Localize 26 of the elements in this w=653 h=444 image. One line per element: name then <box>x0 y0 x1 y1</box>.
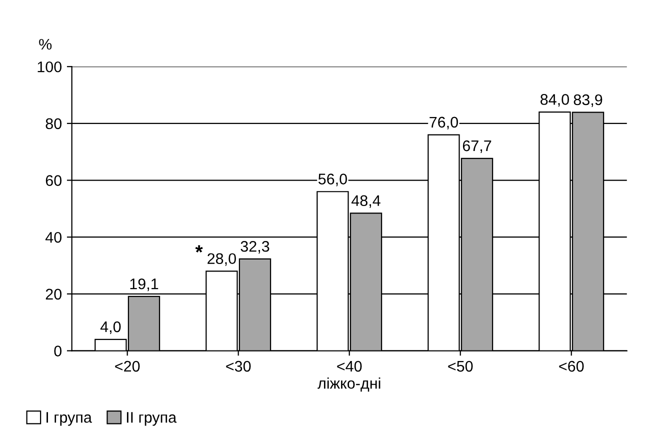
data-label: 76,0 <box>430 116 458 130</box>
x-tick-label: <50 <box>448 360 473 372</box>
x-tick-label: <40 <box>337 360 362 372</box>
data-label: 19,1 <box>130 278 158 292</box>
data-label: 32,3 <box>240 240 270 254</box>
y-tick-label: 20 <box>46 288 62 300</box>
y-tick-label: 80 <box>46 118 62 130</box>
data-label: 48,4 <box>351 195 380 208</box>
x-tick-label: <20 <box>115 360 140 372</box>
x-tick-label: <30 <box>226 360 251 372</box>
y-tick-label: 60 <box>46 175 62 186</box>
data-label: 83,9 <box>574 94 602 107</box>
data-label: 84,0 <box>540 94 569 107</box>
y-tick-label: 0 <box>54 346 62 356</box>
y-axis-title: % <box>39 38 52 50</box>
data-label: 28,0 <box>208 253 236 266</box>
data-label: 4,0 <box>100 321 121 334</box>
annotation: * <box>195 245 203 252</box>
legend-label: II група <box>126 412 177 426</box>
legend-label: I група <box>46 412 92 426</box>
data-label: 67,7 <box>462 140 492 153</box>
y-tick-label: 40 <box>45 232 62 243</box>
y-tick-label: 100 <box>38 61 62 72</box>
data-label: 56,0 <box>318 174 347 186</box>
x-tick-label: <60 <box>559 360 584 372</box>
x-axis-title: ліжко-дні <box>318 378 380 392</box>
